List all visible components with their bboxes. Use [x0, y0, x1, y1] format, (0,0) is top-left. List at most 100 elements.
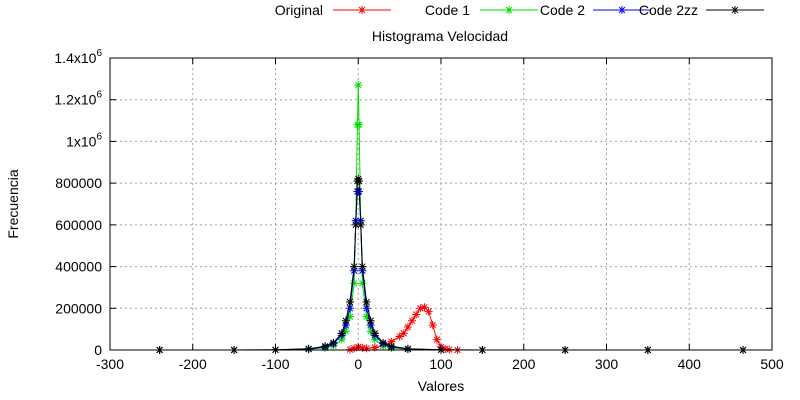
y-tick-exponent: 6 — [96, 90, 102, 101]
y-tick-label-base: 800000 — [55, 175, 102, 191]
data-point — [350, 262, 359, 271]
data-point — [366, 320, 375, 329]
data-point — [358, 262, 367, 271]
data-point — [358, 279, 367, 288]
data-point — [412, 310, 421, 319]
legend-label: Code 2zz — [639, 2, 698, 18]
legend-item: Code 2zz — [639, 2, 764, 18]
data-point — [345, 298, 354, 307]
data-point — [387, 337, 396, 346]
x-tick-label: -200 — [179, 356, 207, 372]
data-point — [350, 279, 359, 288]
grid-layer — [110, 58, 772, 350]
data-point — [351, 220, 360, 229]
series-code-1 — [155, 81, 748, 354]
data-point — [420, 303, 429, 312]
series-code-2 — [155, 187, 748, 354]
series-line — [159, 190, 744, 351]
y-tick-label: 1x106 — [66, 131, 102, 149]
legend-label: Code 1 — [425, 2, 470, 18]
data-point — [358, 343, 367, 352]
legend-marker — [618, 6, 626, 14]
data-point — [387, 342, 396, 351]
data-point — [424, 307, 433, 316]
legend-item: Code 2 — [540, 2, 651, 18]
x-tick-label: 500 — [760, 356, 784, 372]
chart-title: Histograma Velocidad — [372, 28, 508, 44]
y-tick-label-base: 200000 — [55, 300, 102, 316]
data-point — [379, 338, 388, 347]
data-point — [362, 304, 371, 313]
data-point — [341, 327, 350, 336]
data-point — [354, 174, 363, 183]
x-tick-label: 400 — [678, 356, 702, 372]
data-point — [370, 335, 379, 344]
data-point — [345, 312, 354, 321]
legend-label: Original — [275, 2, 323, 18]
legend-marker — [358, 6, 366, 14]
data-point — [337, 329, 346, 338]
x-axis-label: Valores — [418, 378, 464, 394]
data-point — [395, 332, 404, 341]
y-tick-label: 1.2x106 — [54, 90, 102, 108]
data-point — [362, 344, 371, 353]
y-tick-label: 800000 — [55, 175, 102, 191]
y-tick-label: 0 — [94, 342, 102, 358]
y-tick-exponent: 6 — [96, 131, 102, 142]
data-point — [304, 344, 313, 353]
y-tick-label: 1.4x106 — [54, 48, 102, 66]
legend: Original Code 1 Code 2 Code 2zz — [275, 2, 764, 18]
x-tick-label: 300 — [595, 356, 619, 372]
data-point — [354, 81, 363, 90]
data-point — [441, 344, 450, 353]
data-point — [356, 220, 365, 229]
series-line — [159, 177, 744, 351]
data-point — [399, 329, 408, 338]
y-tick-label-base: 1.2x10 — [54, 92, 96, 108]
data-point — [366, 316, 375, 325]
x-tick-label: 100 — [429, 356, 453, 372]
data-point — [355, 120, 364, 129]
legend-marker — [505, 6, 513, 14]
data-point — [366, 327, 375, 336]
data-point — [408, 316, 417, 325]
series-line — [159, 85, 744, 351]
legend-label: Code 2 — [540, 2, 585, 18]
series-code-2zz — [155, 174, 748, 354]
legend-item: Original — [275, 2, 391, 18]
data-point — [432, 335, 441, 344]
data-point — [403, 323, 412, 332]
data-point — [403, 344, 412, 353]
y-tick-label: 600000 — [55, 217, 102, 233]
y-tick-label-base: 1x10 — [66, 133, 97, 149]
data-point — [355, 177, 364, 186]
y-tick-label: 400000 — [55, 259, 102, 275]
data-point — [350, 344, 359, 353]
y-tick-label-base: 600000 — [55, 217, 102, 233]
x-tick-label: 200 — [512, 356, 536, 372]
y-tick-label: 200000 — [55, 300, 102, 316]
y-axis-label: Frecuencia — [5, 169, 21, 238]
x-tick-label: -300 — [96, 356, 124, 372]
data-point — [337, 335, 346, 344]
series-layer — [155, 81, 748, 354]
data-point — [370, 343, 379, 352]
legend-marker — [731, 6, 739, 14]
data-point — [428, 320, 437, 329]
x-tick-label: -100 — [261, 356, 289, 372]
y-tick-label-base: 400000 — [55, 259, 102, 275]
y-tick-exponent: 6 — [96, 48, 102, 59]
x-tick-label: 0 — [354, 356, 362, 372]
data-point — [329, 338, 338, 347]
data-point — [321, 342, 330, 351]
tick-layer: -300 -200 -100 0 100 200 300 400 500 0 200000 40000… — [54, 48, 784, 372]
y-tick-label-base: 0 — [94, 342, 102, 358]
data-point — [345, 304, 354, 313]
y-tick-label-base: 1.4x10 — [54, 50, 96, 66]
data-point — [341, 316, 350, 325]
data-point — [370, 329, 379, 338]
data-point — [416, 304, 425, 313]
data-point — [341, 320, 350, 329]
data-point — [362, 298, 371, 307]
